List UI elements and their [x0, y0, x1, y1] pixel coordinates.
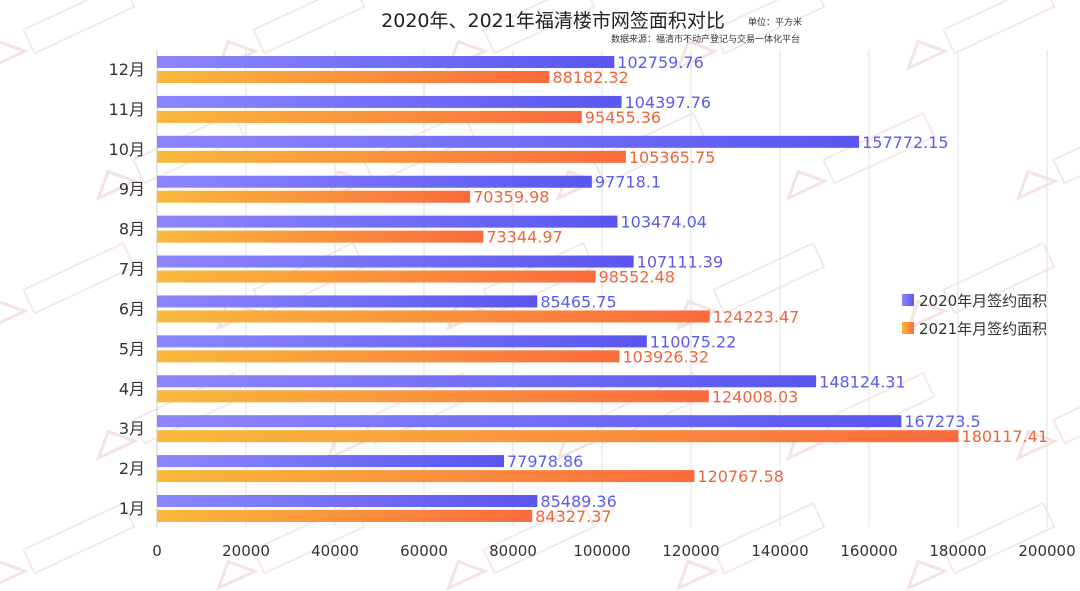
data-label: 97718.1 [595, 173, 661, 192]
data-label: 110075.22 [650, 332, 737, 351]
bar-2021 [157, 470, 695, 483]
bar-2021 [157, 310, 710, 323]
y-tick-label: 10月 [109, 140, 145, 159]
y-tick-label: 2月 [119, 459, 145, 478]
data-label: 98552.48 [599, 268, 675, 287]
y-tick-label: 1月 [119, 499, 145, 518]
data-label: 70359.98 [473, 188, 549, 207]
y-tick-label: 5月 [119, 339, 145, 358]
data-label: 120767.58 [697, 467, 784, 486]
watermark-logo-icon [905, 0, 1056, 72]
bar-2020 [157, 215, 618, 228]
y-tick-label: 11月 [109, 100, 145, 119]
legend-label-2021: 2021年月签约面积 [919, 320, 1047, 338]
bar-2021 [157, 350, 620, 363]
legend: 2020年月签约面积 2021年月签约面积 [902, 292, 1047, 338]
x-tick-label: 20000 [222, 542, 270, 560]
bar-2020 [157, 415, 902, 428]
bar-2020 [157, 495, 538, 507]
watermark-logo-icon [0, 501, 136, 591]
watermark-logo-icon [905, 241, 1056, 332]
bar-2021 [157, 150, 626, 163]
legend-swatch-2020 [902, 294, 914, 306]
data-label: 77978.86 [507, 452, 583, 471]
legend-label-2020: 2020年月签约面积 [919, 292, 1047, 310]
watermark-logo-icon [905, 501, 1056, 591]
bar-2020 [157, 335, 647, 348]
data-label: 124008.03 [712, 387, 799, 406]
y-tick-label: 8月 [119, 220, 145, 239]
bar-2021 [157, 510, 533, 522]
bar-2021 [157, 190, 471, 203]
bar-2020 [157, 295, 538, 308]
data-label: 88182.32 [552, 68, 628, 87]
bar-2021 [157, 270, 596, 283]
bar-2021 [157, 390, 709, 403]
data-label: 148124.31 [819, 372, 906, 391]
watermark-logo-icon [675, 501, 826, 591]
y-tick-label: 3月 [119, 419, 145, 438]
bar-2020 [157, 175, 592, 188]
x-tick-label: 200000 [1018, 542, 1075, 560]
data-label: 124223.47 [713, 307, 800, 326]
watermark-logo-icon [675, 0, 826, 72]
data-label: 103474.04 [620, 213, 707, 232]
x-tick-label: 80000 [489, 542, 537, 560]
bar-2021 [157, 71, 550, 83]
data-label: 84327.37 [535, 507, 611, 526]
y-tick-label: 9月 [119, 180, 145, 199]
bar-2020 [157, 375, 817, 388]
y-tick-label: 12月 [109, 60, 145, 79]
data-label: 167273.5 [904, 412, 980, 431]
data-label: 105365.75 [629, 148, 716, 167]
x-tick-label: 120000 [662, 542, 719, 560]
bar-2020 [157, 455, 505, 468]
watermark-logo-icon [1015, 111, 1080, 202]
x-tick-label: 160000 [840, 542, 897, 560]
data-label: 157772.15 [862, 133, 949, 152]
data-label: 102759.76 [617, 53, 704, 72]
data-label: 103926.32 [622, 347, 709, 366]
bar-2021 [157, 430, 959, 443]
y-tick-label: 4月 [119, 379, 145, 398]
bar-2020 [157, 56, 615, 68]
bar-2021 [157, 230, 484, 243]
watermark-logo-icon [0, 241, 136, 332]
watermark-logo-icon [785, 111, 936, 202]
x-tick-label: 180000 [929, 542, 986, 560]
data-label: 85465.75 [540, 292, 616, 311]
unit-label: 单位：平方米 [748, 16, 802, 28]
y-tick-label: 7月 [119, 260, 145, 279]
x-tick-label: 100000 [573, 542, 630, 560]
bar-2020 [157, 95, 622, 108]
watermark-logo-icon [1015, 371, 1080, 462]
source-label: 数据来源：福清市不动产登记与交易一体化平台 [611, 33, 800, 45]
data-label: 73344.97 [486, 228, 562, 247]
data-label: 104397.76 [625, 93, 712, 112]
data-label: 180117.41 [962, 427, 1049, 446]
watermark-logo-icon [445, 501, 596, 591]
bar-2021 [157, 110, 582, 123]
chart-title: 2020年、2021年福清楼市网签面积对比 [381, 10, 725, 32]
y-tick-label: 6月 [119, 299, 145, 318]
data-label: 95455.36 [585, 108, 661, 127]
data-label: 107111.39 [637, 253, 724, 272]
bar-2020 [157, 255, 634, 268]
legend-swatch-2021 [902, 322, 914, 334]
x-tick-label: 140000 [751, 542, 808, 560]
x-tick-label: 60000 [400, 542, 448, 560]
data-label: 85489.36 [540, 492, 616, 511]
watermark-logo-icon [0, 0, 136, 72]
bar-2020 [157, 135, 860, 148]
x-tick-label: 40000 [311, 542, 359, 560]
x-tick-label: 0 [152, 542, 162, 560]
